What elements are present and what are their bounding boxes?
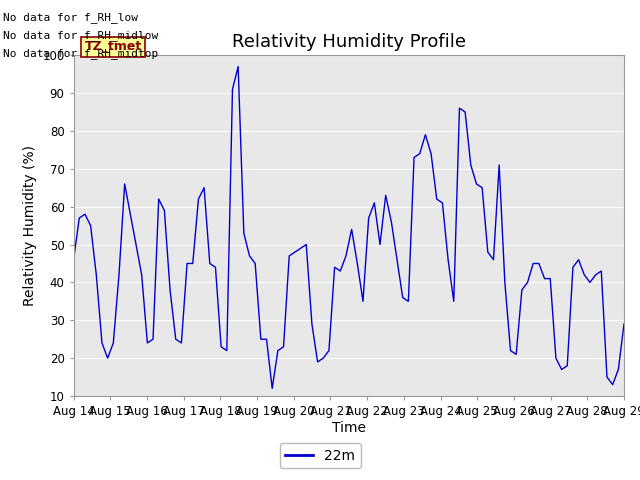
Title: Relativity Humidity Profile: Relativity Humidity Profile — [232, 33, 466, 51]
Y-axis label: Relativity Humidity (%): Relativity Humidity (%) — [23, 145, 36, 306]
Legend: 22m: 22m — [280, 443, 360, 468]
Text: No data for f_RH_midtop: No data for f_RH_midtop — [3, 48, 159, 60]
Text: TZ_tmet: TZ_tmet — [84, 40, 142, 53]
Text: No data for f_RH_low: No data for f_RH_low — [3, 12, 138, 23]
X-axis label: Time: Time — [332, 421, 366, 435]
Text: No data for f_RH_midlow: No data for f_RH_midlow — [3, 30, 159, 41]
